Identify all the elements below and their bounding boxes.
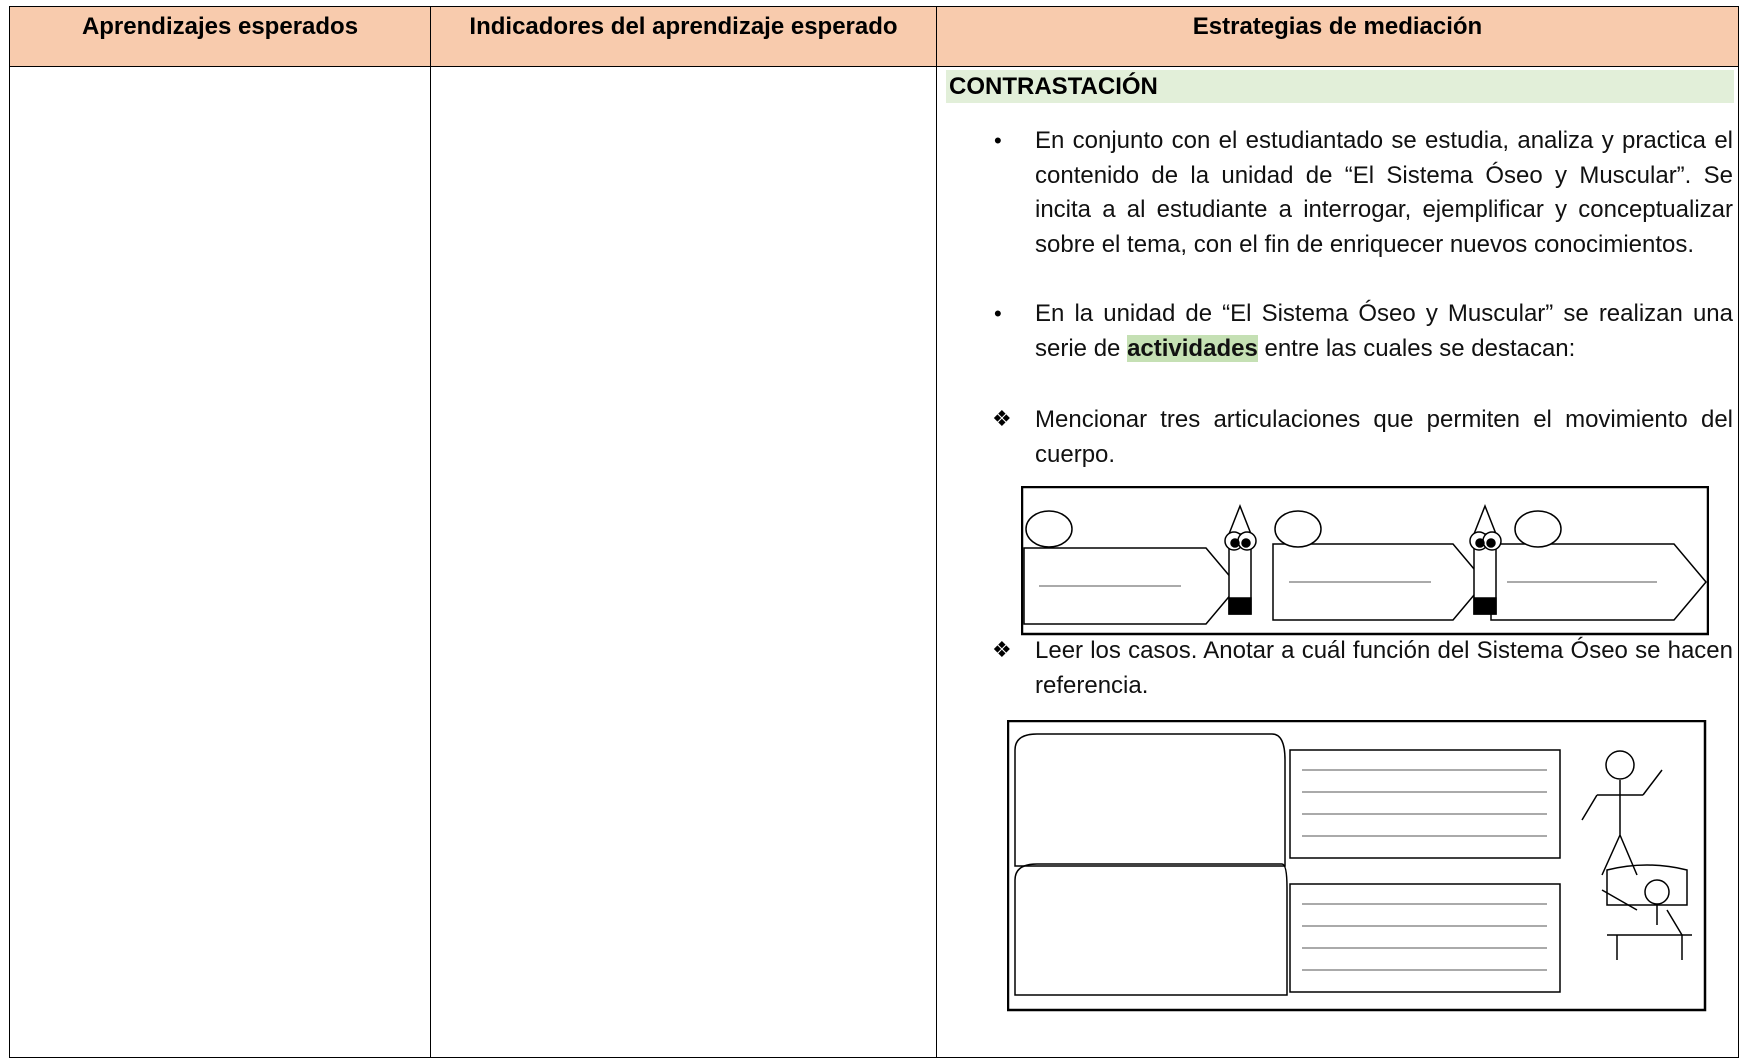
bullet-text: En la unidad de “El Sistema Óseo y Muscu… — [1035, 297, 1733, 366]
bullet: • — [994, 128, 1002, 153]
figure-cases — [1007, 720, 1707, 1012]
body-cell — [9, 66, 431, 1058]
bullet-text: En conjunto con el estudiantado se estud… — [1035, 127, 1733, 258]
body-cell — [936, 66, 1739, 1058]
activity-text: Leer los casos. Anotar a cuál función de… — [1035, 637, 1733, 699]
section-title: CONTRASTACIÓN — [946, 70, 1734, 103]
highlight: actividades — [1127, 334, 1258, 362]
header-cell: Estrategias de mediación — [936, 6, 1739, 67]
diamond-bullet: ❖ — [992, 637, 1012, 662]
figure-frame — [1007, 720, 1707, 1012]
figure-articulations — [1021, 486, 1709, 636]
diamond-bullet: ❖ — [992, 406, 1012, 431]
body-cell — [430, 66, 937, 1058]
header-cell: Indicadores del aprendizaje esperado — [430, 6, 937, 67]
bullet: • — [994, 301, 1002, 326]
text: En la unidad de “El Sistema Óseo y Muscu… — [1035, 300, 1733, 362]
activity-text: Mencionar tres articulaciones que permit… — [1035, 406, 1733, 468]
header-cell: Aprendizajes esperados — [9, 6, 431, 67]
text: entre las cuales se destacan: — [1264, 334, 1576, 362]
